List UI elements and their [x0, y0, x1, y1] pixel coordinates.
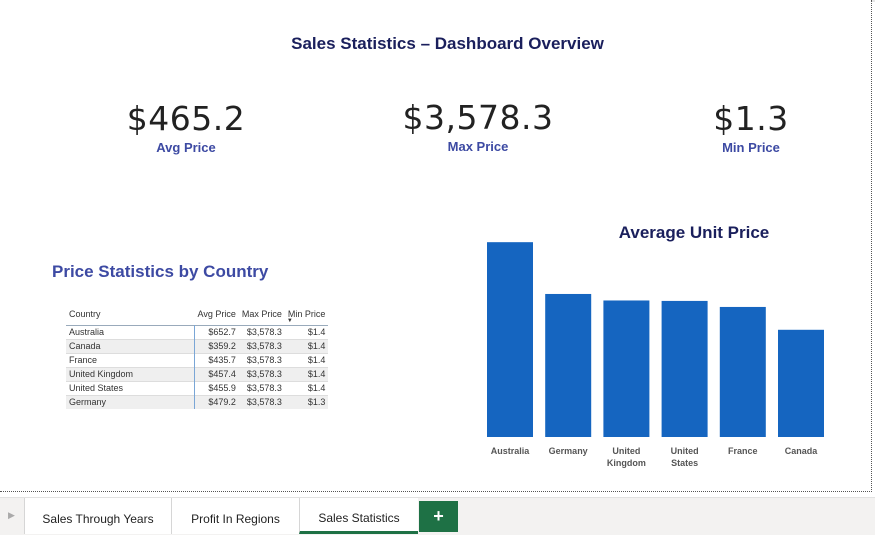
kpi-value: $3,578.3 [402, 98, 554, 137]
table-cell: $3,578.3 [246, 355, 282, 365]
x-tick-label-line: Kingdom [607, 458, 646, 468]
tab-sales-statistics[interactable]: Sales Statistics [299, 498, 418, 534]
table-cell: Germany [66, 395, 195, 409]
kpi-max-price[interactable]: $3,578.3 Max Price [393, 98, 563, 155]
table-cell: Australia [66, 325, 195, 340]
table-row[interactable]: Germany $479.2 $3,578.3 $1.3 [66, 395, 329, 409]
table-cell: $652.7 [208, 327, 236, 337]
column-header-min-price[interactable]: ▼ Min Price [285, 308, 329, 326]
table-cell: $3,578.3 [246, 369, 282, 379]
table-cell: $1.4 [307, 355, 326, 365]
sort-descending-icon[interactable]: ▼ [286, 318, 293, 324]
x-tick-label-line: France [728, 446, 758, 456]
table-cell: $3,578.3 [246, 327, 282, 337]
table-cell: United Kingdom [66, 367, 195, 382]
bar-united-kingdom[interactable] [603, 300, 650, 437]
table-cell: United States [66, 381, 195, 396]
report-canvas: Sales Statistics – Dashboard Overview $4… [0, 0, 872, 492]
kpi-label: Avg Price [156, 140, 216, 155]
table-row[interactable]: United Kingdom $457.4 $3,578.3 $1.4 [66, 367, 329, 382]
column-header-max-price[interactable]: Max Price [241, 309, 282, 319]
table-row[interactable]: France $435.7 $3,578.3 $1.4 [66, 353, 329, 368]
table-cell: Canada [66, 339, 195, 354]
dashboard-title: Sales Statistics – Dashboard Overview [291, 34, 604, 53]
table-cell: $1.4 [307, 369, 326, 379]
tab-sales-through-years[interactable]: Sales Through Years [24, 498, 171, 534]
table-cell: $1.4 [307, 383, 326, 393]
tab-profit-in-regions[interactable]: Profit In Regions [171, 498, 299, 534]
x-tick-label-line: Canada [785, 446, 819, 456]
x-tick-label: United States [671, 446, 699, 468]
page-tab-bar: ▶ Sales Through Years Profit In Regions … [0, 497, 875, 535]
table-cell: $3,578.3 [246, 383, 282, 393]
table-title: Price Statistics by Country [52, 262, 269, 281]
bar-canada[interactable] [778, 329, 824, 437]
average-unit-price-chart[interactable]: Australia Germany United Kingdom United State… [480, 230, 840, 480]
bar-france[interactable] [719, 306, 766, 437]
chart-title: Average Unit Price [618, 223, 770, 242]
table-row[interactable]: Canada $359.2 $3,578.3 $1.4 [66, 339, 329, 354]
table-cell: $3,578.3 [246, 397, 282, 407]
table-cell: $3,578.3 [246, 341, 282, 351]
table-body: Australia $652.7 $3,578.3 $1.4 Canada $359.2 $… [66, 325, 329, 409]
kpi-label: Min Price [722, 140, 780, 155]
x-tick-label-line: Germany [549, 446, 588, 456]
table-cell: $1.3 [307, 397, 326, 407]
x-tick-label-line: Australia [491, 446, 531, 456]
table-cell: $457.4 [208, 369, 236, 379]
table-cell: $455.9 [208, 383, 236, 393]
kpi-min-price[interactable]: $1.3 Min Price [696, 99, 806, 156]
column-header-country[interactable]: Country [69, 309, 101, 319]
column-header-avg-price[interactable]: Avg Price [197, 309, 236, 319]
table-cell: $1.4 [307, 341, 326, 351]
table-cell: $435.7 [208, 355, 236, 365]
bar-germany[interactable] [545, 293, 592, 437]
bar-australia[interactable] [487, 242, 533, 437]
table-cell: France [66, 353, 195, 368]
x-tick-label-line: United [671, 446, 699, 456]
x-tick-label-line: United [612, 446, 640, 456]
x-tick-label: Australia [491, 446, 531, 456]
kpi-avg-price[interactable]: $465.2 Avg Price [116, 99, 256, 156]
column-header-label: Min Price [287, 309, 326, 319]
x-tick-label: Canada [785, 446, 819, 456]
triangle-right-icon[interactable]: ▶ [8, 510, 15, 520]
x-tick-label: Germany [549, 446, 588, 456]
kpi-value: $465.2 [126, 99, 246, 138]
table-cell: $1.4 [307, 327, 326, 337]
bar-united-states[interactable] [661, 300, 708, 437]
x-tick-label-line: States [671, 458, 698, 468]
x-tick-label: France [728, 446, 758, 456]
table-row[interactable]: United States $455.9 $3,578.3 $1.4 [66, 381, 329, 396]
table-row[interactable]: Australia $652.7 $3,578.3 $1.4 [66, 325, 329, 340]
add-page-button[interactable]: + [419, 501, 458, 532]
table-cell: $479.2 [208, 397, 236, 407]
table-cell: $359.2 [208, 341, 236, 351]
kpi-label: Max Price [447, 139, 509, 154]
x-tick-label: United Kingdom [607, 446, 646, 468]
kpi-value: $1.3 [713, 99, 789, 138]
price-stats-table[interactable]: Country Avg Price Max Price ▼ Min Price A… [66, 308, 329, 409]
table-header-row: Country Avg Price Max Price ▼ Min Price [66, 308, 328, 326]
